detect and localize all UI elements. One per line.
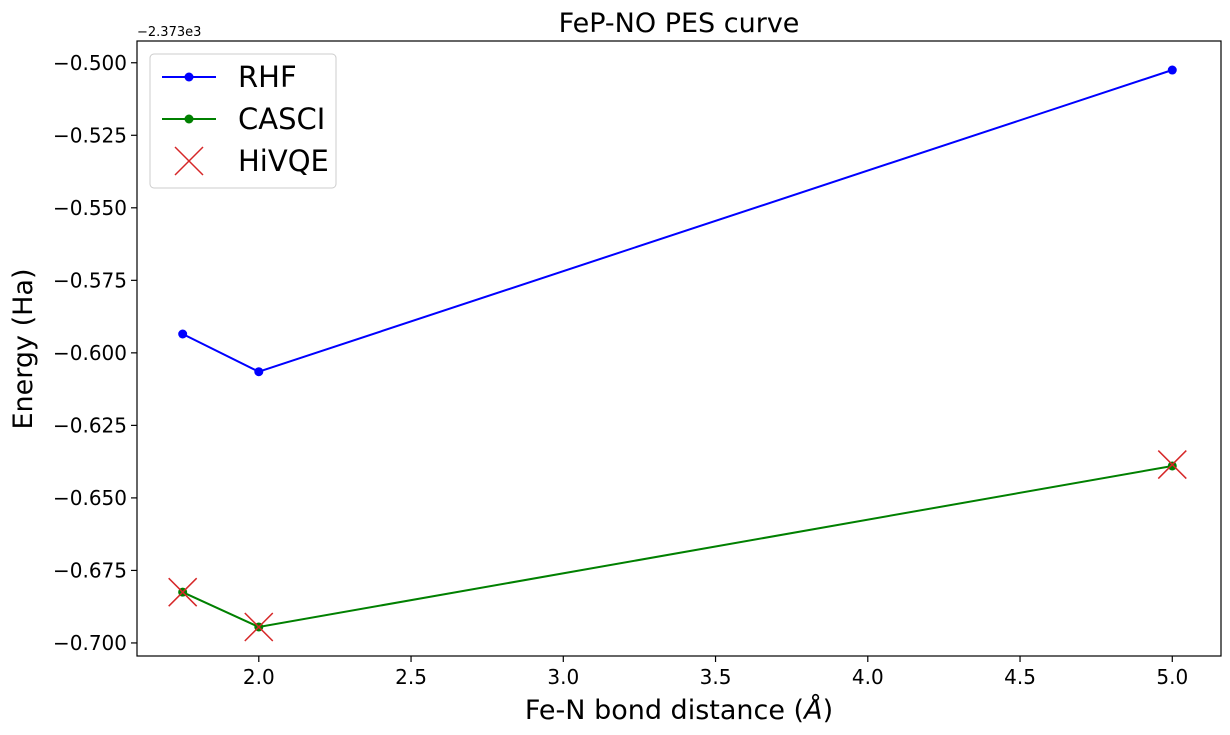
rhf-point — [1167, 65, 1177, 75]
y-tick-label: −0.550 — [53, 196, 127, 220]
y-offset-label: −2.373e3 — [137, 25, 201, 40]
y-tick-label: −0.625 — [53, 413, 127, 437]
y-axis: −0.500 −0.525 −0.550 −0.575 −0.600 −0.625 −0.6… — [53, 51, 137, 655]
legend-rhf-marker — [184, 72, 194, 82]
series-layer — [168, 65, 1187, 642]
legend-item-hivqe: HiVQE — [174, 144, 329, 178]
y-tick-label: −0.650 — [53, 486, 127, 510]
legend: RHF CASCI HiVQE — [149, 53, 337, 189]
legend-item-casci: CASCI — [162, 102, 325, 136]
y-tick-label: −0.525 — [53, 123, 127, 147]
hivqe-point — [244, 612, 274, 642]
hivqe-point — [168, 577, 198, 607]
chart-title: FeP-NO PES curve — [559, 8, 800, 39]
x-axis-title: Fe-N bond distance (Å) — [525, 694, 833, 726]
x-tick-label: 4.5 — [1004, 665, 1036, 689]
legend-hivqe-label: HiVQE — [238, 144, 329, 178]
legend-item-rhf: RHF — [162, 60, 297, 94]
rhf-point — [178, 329, 188, 339]
y-tick-label: −0.675 — [53, 558, 127, 582]
x-tick-label: 5.0 — [1156, 665, 1188, 689]
legend-casci-label: CASCI — [238, 102, 325, 136]
y-axis-title: Energy (Ha) — [8, 268, 39, 429]
y-tick-label: −0.500 — [53, 51, 127, 75]
plot-frame — [136, 40, 1222, 657]
y-tick-label: −0.700 — [53, 631, 127, 655]
y-tick-label: −0.600 — [53, 341, 127, 365]
legend-hivqe-marker — [174, 146, 204, 176]
casci-point — [1167, 461, 1177, 471]
series-rhf — [178, 65, 1177, 377]
legend-rhf-label: RHF — [238, 60, 297, 94]
y-tick-label: −0.575 — [53, 268, 127, 292]
x-tick-label: 4.0 — [852, 665, 884, 689]
series-hivqe — [168, 450, 1187, 642]
hivqe-point — [1157, 450, 1187, 480]
legend-casci-marker — [184, 114, 194, 124]
x-tick-label: 2.0 — [243, 665, 275, 689]
x-tick-label: 3.5 — [700, 665, 732, 689]
x-tick-label: 3.0 — [547, 665, 579, 689]
x-axis: 2.0 2.5 3.0 3.5 4.0 4.5 5.0 — [243, 656, 1188, 689]
x-tick-label: 2.5 — [395, 665, 427, 689]
rhf-point — [254, 367, 264, 377]
